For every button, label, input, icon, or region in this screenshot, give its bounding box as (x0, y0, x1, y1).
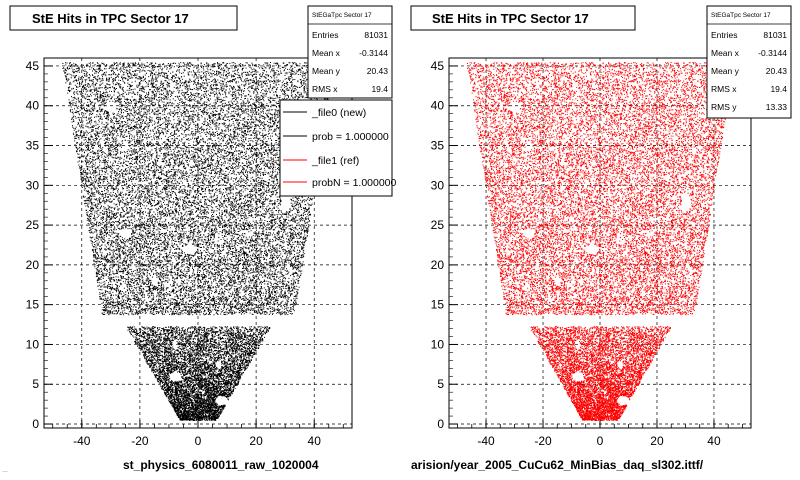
left-data-points (62, 62, 336, 421)
right-stats-label-4: RMS y (711, 102, 737, 112)
left-footer-label: st_physics_6080011_raw_1020004 (123, 458, 319, 472)
left-ytick-label-2: 10 (26, 337, 40, 351)
left-ytick-label-1: 5 (32, 377, 39, 391)
left-stats-value-2: 20.43 (367, 66, 389, 76)
left-stats-value-0: 81031 (364, 30, 388, 40)
right-stats-label-3: RMS x (711, 84, 737, 94)
right-xtick-label-3: 20 (650, 434, 664, 448)
legend-entry-0: _file0 (new) (311, 107, 366, 119)
left-stats-box: StEGaTpc Sector 17 Entries 81031 Mean x … (307, 5, 393, 99)
right-stats-value-2: 20.43 (766, 66, 788, 76)
right-ytick-label-6: 30 (431, 178, 445, 192)
left-xtick-label-3: 20 (249, 434, 263, 448)
right-stats-value-4: 13.33 (766, 102, 788, 112)
left-axis-ticks: -40 -20 0 20 40 0 5 10 15 20 25 30 35 40 45 (26, 59, 344, 448)
left-title-box (9, 5, 238, 31)
right-stats-label-0: Entries (711, 30, 737, 40)
left-stats-label-1: Mean x (312, 48, 341, 58)
right-data-points (467, 62, 735, 421)
right-ytick-label-9: 45 (431, 59, 445, 73)
right-panel: StE Hits in TPC Sector 17 -40 -20 0 20 40 0 5 1… (410, 5, 792, 472)
right-xtick-label-0: -40 (477, 434, 495, 448)
right-stats-value-3: 19.4 (770, 84, 787, 94)
left-ytick-label-8: 40 (26, 99, 40, 113)
left-ytick-label-5: 25 (26, 218, 40, 232)
right-footer-label: arision/year_2005_CuCu62_MinBias_daq_sl3… (411, 458, 704, 472)
right-stats-value-0: 81031 (763, 30, 787, 40)
left-ytick-label-6: 30 (26, 178, 40, 192)
right-chart-title: StE Hits in TPC Sector 17 (432, 11, 589, 26)
right-xtick-label-2: 0 (597, 434, 604, 448)
left-stats-label-3: RMS x (312, 84, 338, 94)
left-xtick-label-1: -20 (131, 434, 149, 448)
left-chart-title: StE Hits in TPC Sector 17 (32, 11, 189, 26)
left-ytick-label-0: 0 (32, 417, 39, 431)
right-stats-label-1: Mean x (711, 48, 740, 58)
right-xtick-label-1: -20 (534, 434, 552, 448)
right-hits-series (467, 62, 735, 421)
left-stats-label-0: Entries (312, 30, 338, 40)
right-ytick-label-4: 20 (431, 258, 445, 272)
right-xtick-label-4: 40 (707, 434, 721, 448)
left-stats-value-1: -0.3144 (359, 48, 388, 58)
left-xtick-label-4: 40 (308, 434, 322, 448)
left-panel: StE Hits in TPC Sector 17 -40 -20 0 20 40 0 5 1… (2, 5, 397, 474)
left-hits-series (62, 62, 336, 421)
left-ytick-label-3: 15 (26, 298, 40, 312)
left-xtick-label-2: 0 (195, 434, 202, 448)
right-title-box (410, 5, 636, 31)
left-stats-label-2: Mean y (312, 66, 341, 76)
right-stats-title: StEGaTpc Sector 17 (711, 12, 771, 19)
left-xtick-label-0: -40 (73, 434, 91, 448)
corner-note: … (2, 468, 8, 474)
legend-entry-3: probN = 1.000000 (312, 177, 397, 189)
legend-entry-1: prob = 1.000000 (312, 131, 389, 143)
right-ytick-label-1: 5 (437, 377, 444, 391)
right-ytick-label-2: 10 (431, 337, 445, 351)
right-ytick-label-3: 15 (431, 298, 445, 312)
left-stats-value-3: 19.4 (371, 84, 388, 94)
legend-entry-2: _file1 (ref) (311, 155, 359, 167)
left-ytick-label-4: 20 (26, 258, 40, 272)
left-ytick-label-7: 35 (26, 139, 40, 153)
right-axis-ticks: -40 -20 0 20 40 0 5 10 15 20 25 30 35 40 45 (431, 59, 743, 448)
right-ytick-label-0: 0 (437, 417, 444, 431)
right-ytick-label-8: 40 (431, 99, 445, 113)
right-ytick-label-5: 25 (431, 218, 445, 232)
right-stats-label-2: Mean y (711, 66, 740, 76)
legend: _file0 (new) prob = 1.000000 _file1 (ref… (279, 99, 397, 197)
right-stats-value-1: -0.3144 (758, 48, 787, 58)
right-stats-box: StEGaTpc Sector 17 Entries 81031 Mean x … (706, 5, 792, 119)
right-ytick-label-7: 35 (431, 139, 445, 153)
left-ytick-label-9: 45 (26, 59, 40, 73)
left-stats-title: StEGaTpc Sector 17 (312, 12, 372, 19)
